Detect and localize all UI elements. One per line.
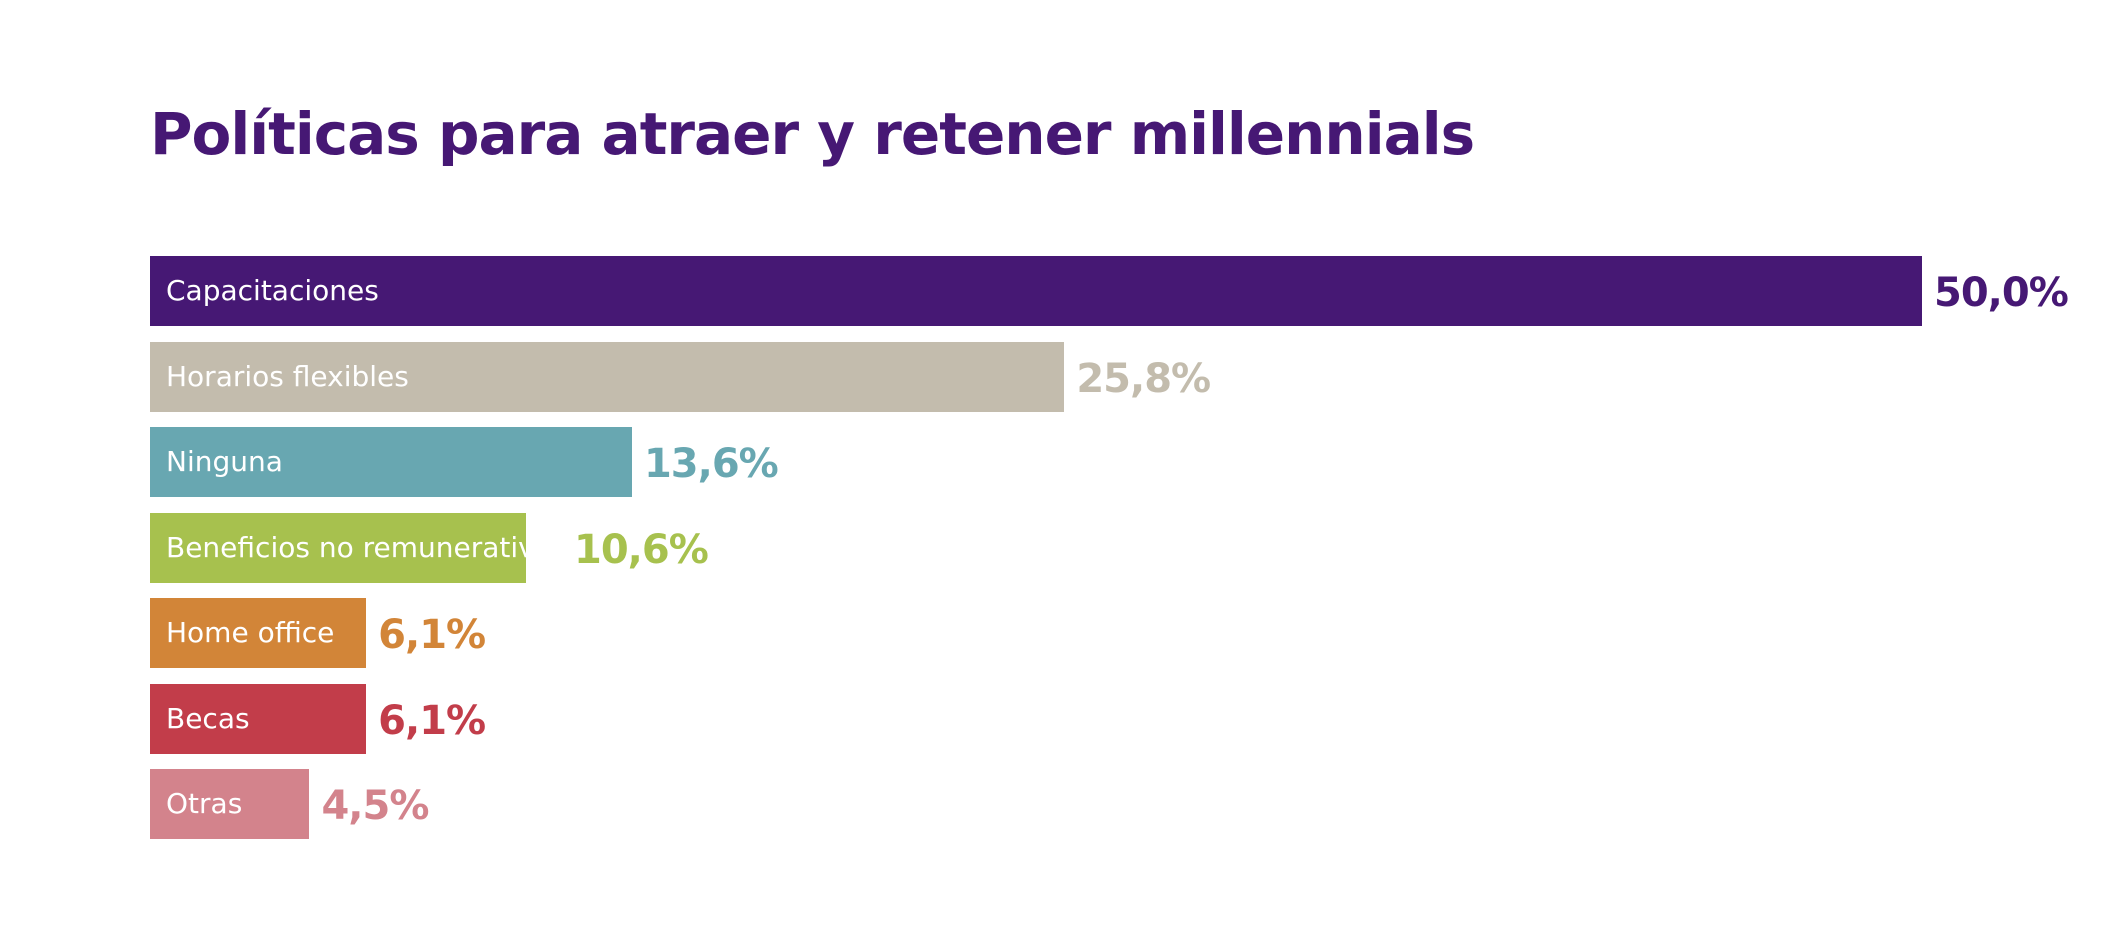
category-label: Becas <box>166 701 250 735</box>
data-label: 6,1% <box>378 697 486 744</box>
data-label: 6,1% <box>378 612 486 658</box>
data-label: 13,6% <box>643 441 779 487</box>
category-label: Ninguna <box>166 445 283 478</box>
chart-title: Políticas para atraer y retener millenni… <box>150 100 1475 168</box>
bar <box>150 512 526 583</box>
category-label: Capacitaciones <box>166 274 379 307</box>
bar <box>150 769 310 839</box>
bar <box>150 683 367 754</box>
bar <box>150 427 632 497</box>
category-label: Horarios flexibles <box>166 359 409 393</box>
data-label: 4,5% <box>321 783 429 829</box>
data-label: 50,0% <box>1934 270 2069 316</box>
bar <box>150 256 1922 326</box>
category-label: Home office <box>166 616 335 649</box>
category-label: Otras <box>166 787 243 820</box>
data-label: 10,6% <box>574 526 709 573</box>
bar <box>150 341 1065 412</box>
category-label: Beneficios no remunerativos <box>166 530 567 564</box>
data-label: 25,8% <box>1076 355 1211 402</box>
bar <box>150 598 367 668</box>
